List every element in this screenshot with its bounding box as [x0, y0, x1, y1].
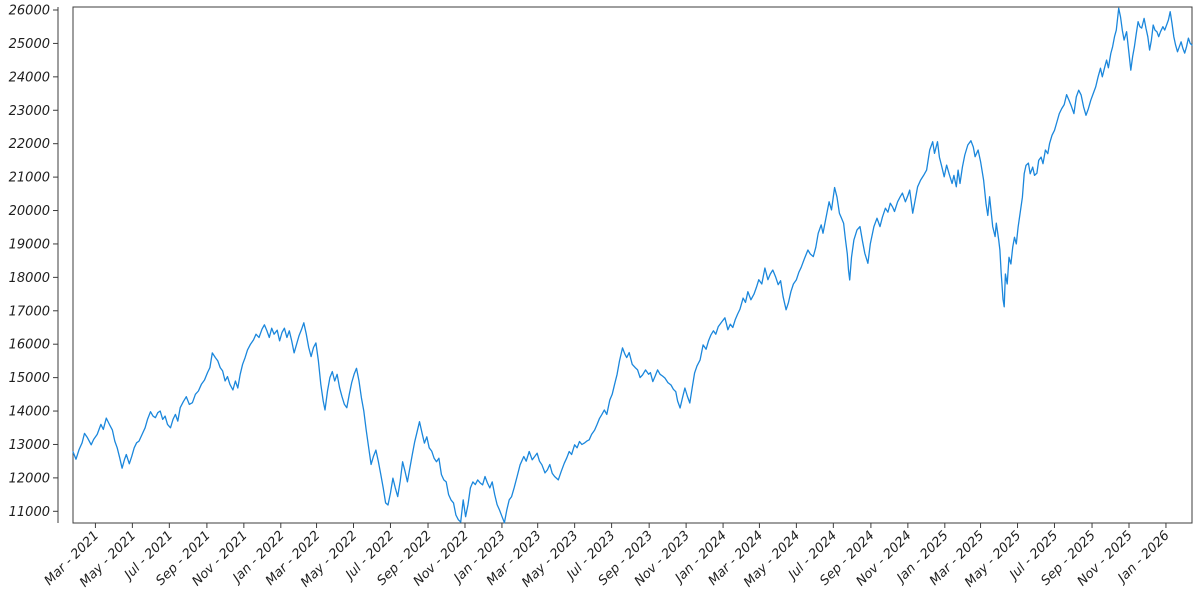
plot-border — [72, 6, 1193, 524]
y-tick-label: 19000 — [9, 237, 50, 252]
y-tick-label: 15000 — [9, 371, 50, 386]
y-tick-label: 23000 — [9, 104, 50, 119]
y-tick-label: 12000 — [9, 471, 50, 486]
y-tick-label: 20000 — [9, 204, 50, 219]
y-tick-label: 24000 — [9, 70, 50, 85]
y-tick-label: 11000 — [9, 505, 50, 520]
y-tick-label: 14000 — [9, 405, 50, 420]
y-tick-label: 22000 — [9, 137, 50, 152]
price-line — [72, 7, 1193, 524]
y-tick-label: 18000 — [9, 271, 50, 286]
y-tick-label: 21000 — [9, 171, 50, 186]
y-tick-label: 16000 — [9, 338, 50, 353]
y-tick-label: 13000 — [9, 438, 50, 453]
y-tick-label: 25000 — [9, 37, 50, 52]
y-tick-label: 26000 — [9, 4, 50, 19]
y-axis-ticks: 11000 12000 13000 14000 15000 16000 17000 18000… — [9, 4, 58, 520]
y-tick-label: 17000 — [9, 304, 50, 319]
